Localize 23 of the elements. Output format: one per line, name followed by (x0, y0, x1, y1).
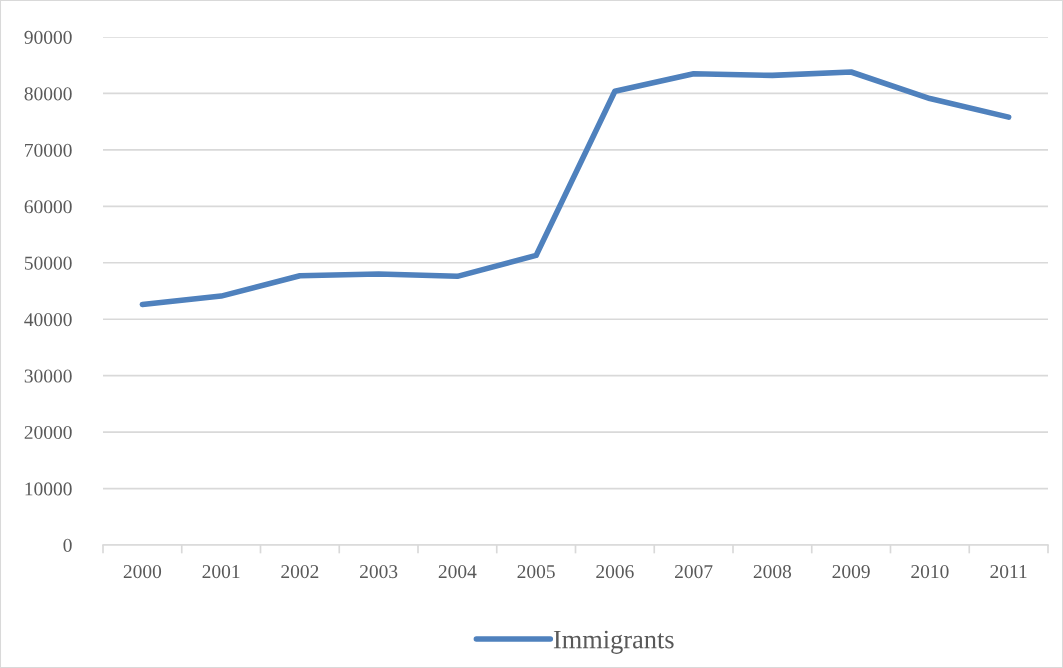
y-tick-label: 50000 (24, 256, 72, 270)
x-tick-label: 2003 (360, 565, 398, 579)
x-tick-label: 2011 (990, 565, 1027, 579)
y-tick-label: 90000 (24, 30, 72, 44)
y-tick-label: 60000 (24, 200, 72, 214)
y-tick-label: 20000 (24, 425, 72, 440)
y-tick-label: 30000 (24, 369, 72, 383)
x-tick-label: 2007 (675, 565, 713, 579)
x-tick-label: 2004 (438, 565, 477, 579)
x-tick-label: 2006 (596, 565, 634, 579)
y-tick-label: 40000 (24, 313, 72, 327)
x-tick-label: 2009 (832, 565, 870, 579)
y-tick-label: 70000 (25, 143, 72, 157)
y-tick-label: 0 (63, 538, 72, 552)
y-tick-label: 10000 (25, 482, 72, 496)
legend-label: Immigrants (553, 630, 674, 654)
x-tick-label: 2005 (517, 565, 555, 579)
x-tick-label: 2008 (753, 565, 792, 579)
x-tick-label: 2002 (281, 565, 319, 579)
x-tick-label: 2001 (202, 565, 240, 579)
y-tick-label: 80000 (24, 87, 72, 101)
x-tick-label: 2000 (123, 565, 162, 579)
x-tick-label: 2010 (911, 565, 949, 579)
